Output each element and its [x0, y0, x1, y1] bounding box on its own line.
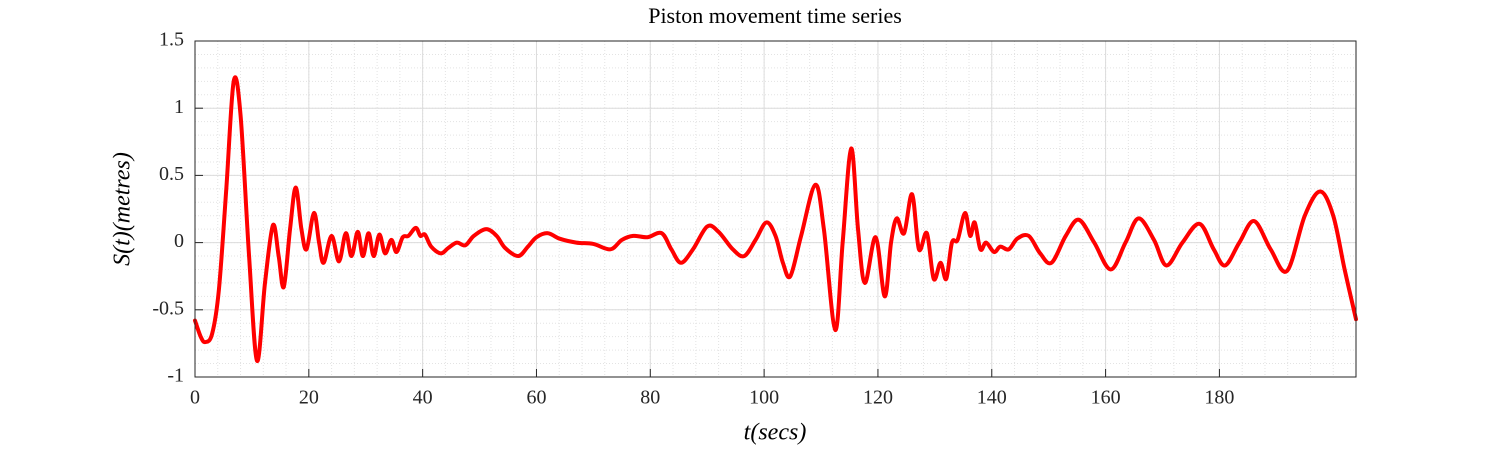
grid: [194, 40, 1356, 378]
x-tick-label: 180: [1204, 387, 1234, 409]
x-tick-label: 40: [413, 387, 433, 409]
y-tick-label: 0: [174, 230, 184, 252]
y-tick-label: 0.5: [159, 163, 184, 185]
x-axis-label: t(secs): [744, 420, 807, 446]
chart-title: Piston movement time series: [648, 3, 902, 28]
plot: [193, 75, 1358, 363]
x-tick-label: 100: [749, 387, 779, 409]
y-axis-label: S(t)(metres): [110, 152, 136, 266]
x-tick-label: 20: [299, 387, 319, 409]
axes-box: [194, 40, 1357, 378]
x-tick-label: 120: [863, 387, 893, 409]
x-tick-label: 140: [977, 387, 1007, 409]
x-tick-label: 60: [526, 387, 546, 409]
y-tick-label: 1.5: [159, 29, 184, 51]
data-line: [193, 75, 1358, 363]
y-tick-label: 1: [174, 96, 184, 118]
x-tick-label: 80: [640, 387, 660, 409]
x-tick-label: 0: [190, 387, 200, 409]
x-tick-label: 160: [1091, 387, 1121, 409]
y-tick-label: -0.5: [152, 297, 184, 319]
y-tick-label: -1: [167, 365, 184, 387]
